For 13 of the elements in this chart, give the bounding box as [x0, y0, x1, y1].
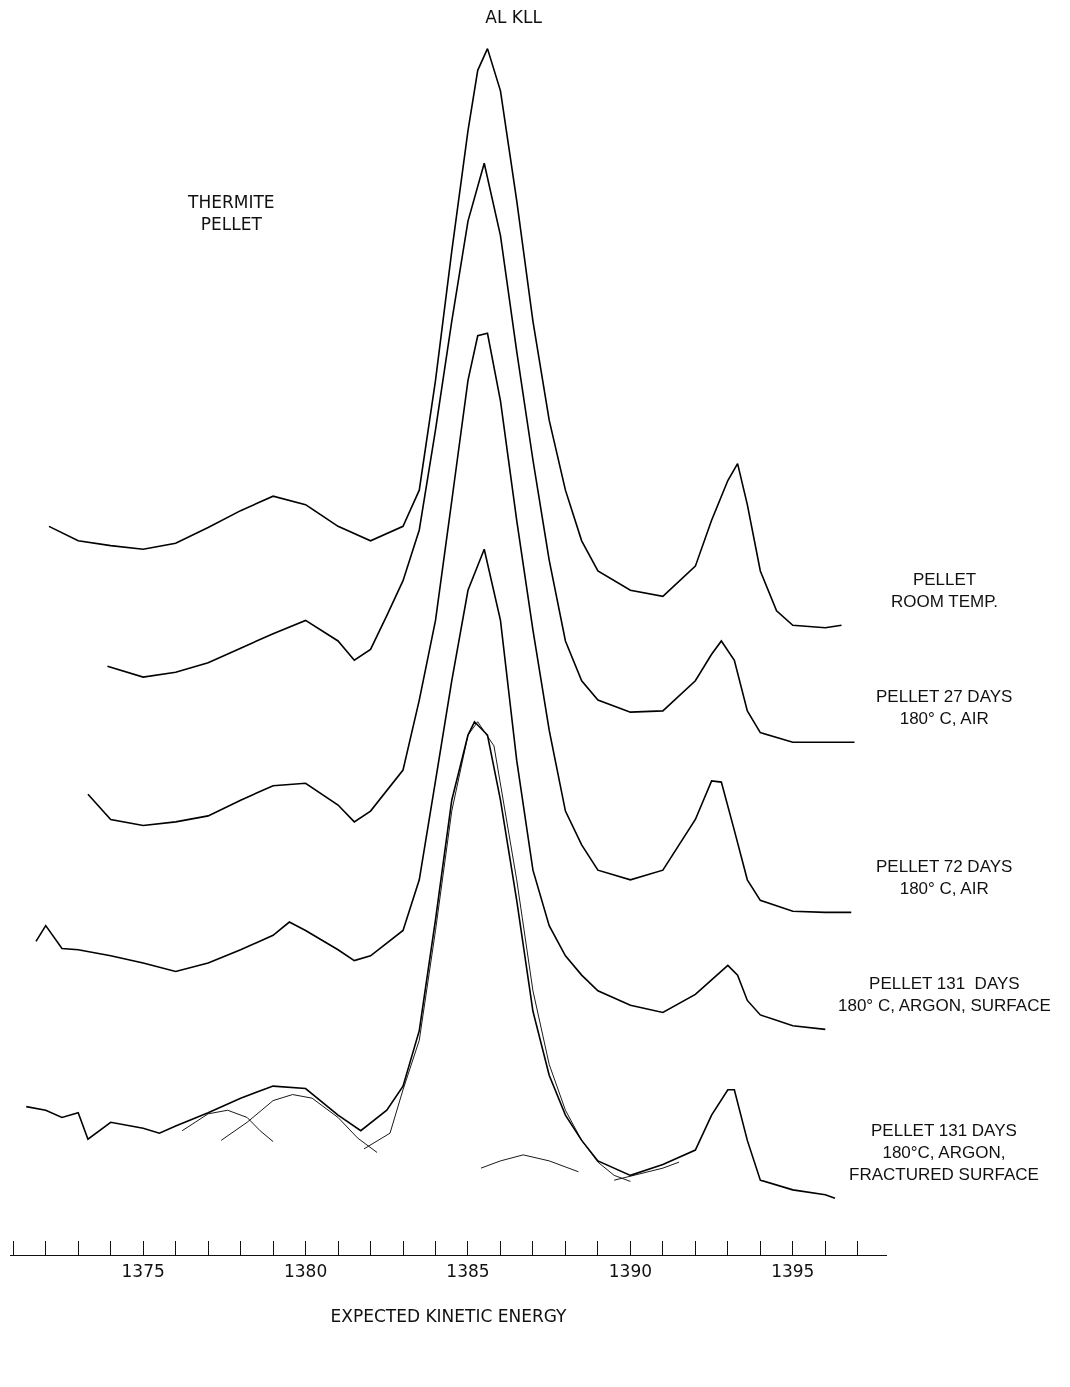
- text: PELLET ROOM TEMP.: [891, 570, 999, 612]
- series-label: PELLET 27 DAYS 180° C, AIR: [876, 687, 1013, 729]
- x-tick-label: 1375: [121, 1260, 165, 1281]
- x-tick-label: 1395: [771, 1260, 815, 1281]
- annotation: THERMITE PELLET: [187, 192, 275, 235]
- x-tick-label: 1385: [446, 1260, 490, 1281]
- x-tick-label: 1390: [608, 1260, 653, 1281]
- series-label: PELLET 72 DAYS 180° C, AIR: [876, 857, 1013, 899]
- x-axis-title: EXPECTED KINETIC ENERGY: [330, 1305, 568, 1326]
- series-label: PELLET 131 DAYS 180° C, ARGON, SURFACE: [838, 974, 1051, 1016]
- chart-title: AL KLL: [485, 7, 543, 27]
- series-label: PELLET 131 DAYS 180°C, ARGON, FRACTURED SURFACE: [849, 1121, 1039, 1185]
- x-tick-label: 1380: [283, 1260, 328, 1281]
